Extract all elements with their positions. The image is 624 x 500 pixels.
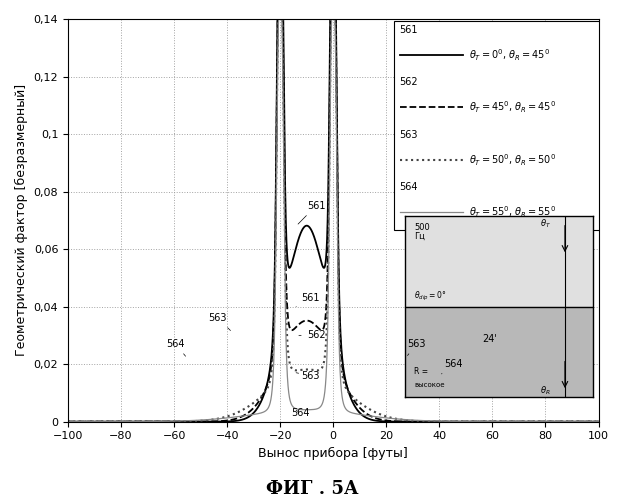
Text: 564: 564: [399, 182, 418, 192]
Text: 563: 563: [407, 339, 426, 355]
Text: 564: 564: [291, 408, 310, 418]
Text: $\theta_T=50^0$, $\theta_R=50^0$: $\theta_T=50^0$, $\theta_R=50^0$: [469, 152, 555, 168]
FancyBboxPatch shape: [394, 21, 598, 231]
Text: 562: 562: [399, 78, 418, 88]
Text: 564: 564: [442, 359, 463, 374]
Text: 561: 561: [399, 25, 418, 35]
Text: $\theta_T=55^0$, $\theta_R=55^0$: $\theta_T=55^0$, $\theta_R=55^0$: [469, 204, 555, 220]
Text: $\theta_T=45^0$, $\theta_R=45^0$: $\theta_T=45^0$, $\theta_R=45^0$: [469, 100, 555, 115]
Text: 561: 561: [296, 293, 320, 306]
Text: 562: 562: [299, 330, 325, 340]
X-axis label: Вынос прибора [футы]: Вынос прибора [футы]: [258, 447, 408, 460]
Text: ФИГ . 5А: ФИГ . 5А: [266, 480, 358, 498]
Text: 564: 564: [166, 339, 185, 356]
Text: $\theta_T=0^0$, $\theta_R=45^0$: $\theta_T=0^0$, $\theta_R=45^0$: [469, 47, 550, 63]
Text: 563: 563: [296, 370, 320, 380]
Y-axis label: Геометрический фактор [безразмерный]: Геометрический фактор [безразмерный]: [15, 84, 28, 356]
Text: 561: 561: [298, 201, 325, 224]
Text: 563: 563: [399, 130, 418, 140]
Text: 563: 563: [208, 313, 230, 330]
